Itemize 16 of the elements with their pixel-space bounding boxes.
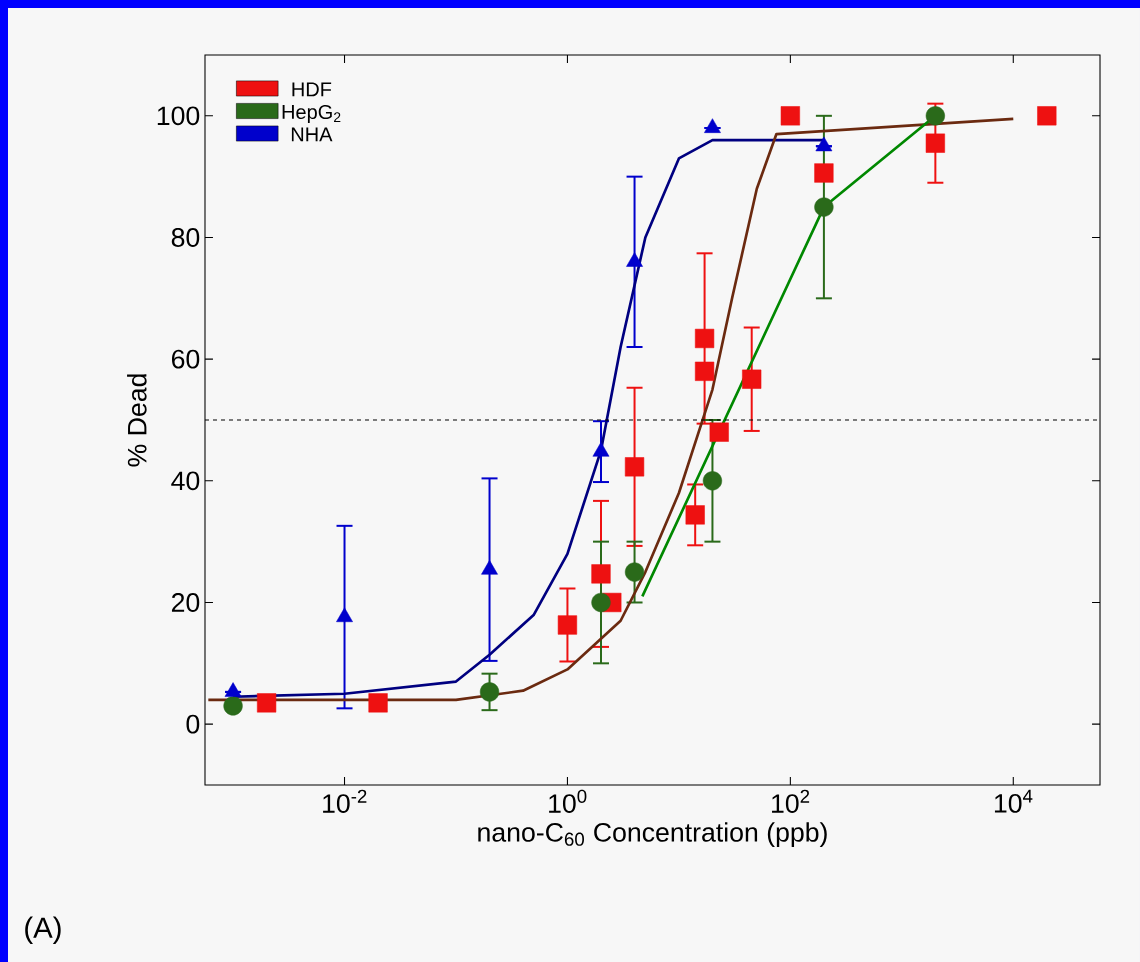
x-tick-label: 10$^{2}$ <box>772 789 810 814</box>
text: (A) <box>25 916 61 944</box>
y-tick-label: 0 <box>186 714 200 734</box>
legend-label: HepG$_{2}$ <box>282 104 341 124</box>
y-axis-title: % Dead <box>127 374 147 467</box>
y-tick-label: 80 <box>171 228 200 247</box>
x-tick-label: 10$^{-2}$ <box>323 789 367 814</box>
y-tick-label: 40 <box>171 471 200 491</box>
x-axis-title: nano-C$_{60}$ Concentration (ppb) <box>478 822 827 848</box>
legend-label: NHA <box>291 127 333 142</box>
x-tick-label: 10$^{0}$ <box>549 789 587 814</box>
legend-label: HDF <box>292 82 332 97</box>
y-tick-label: 60 <box>171 349 200 369</box>
x-tick-label: 10$^{4}$ <box>994 789 1033 813</box>
y-tick-label: 100 <box>157 106 200 126</box>
y-tick-label: 20 <box>171 593 200 612</box>
